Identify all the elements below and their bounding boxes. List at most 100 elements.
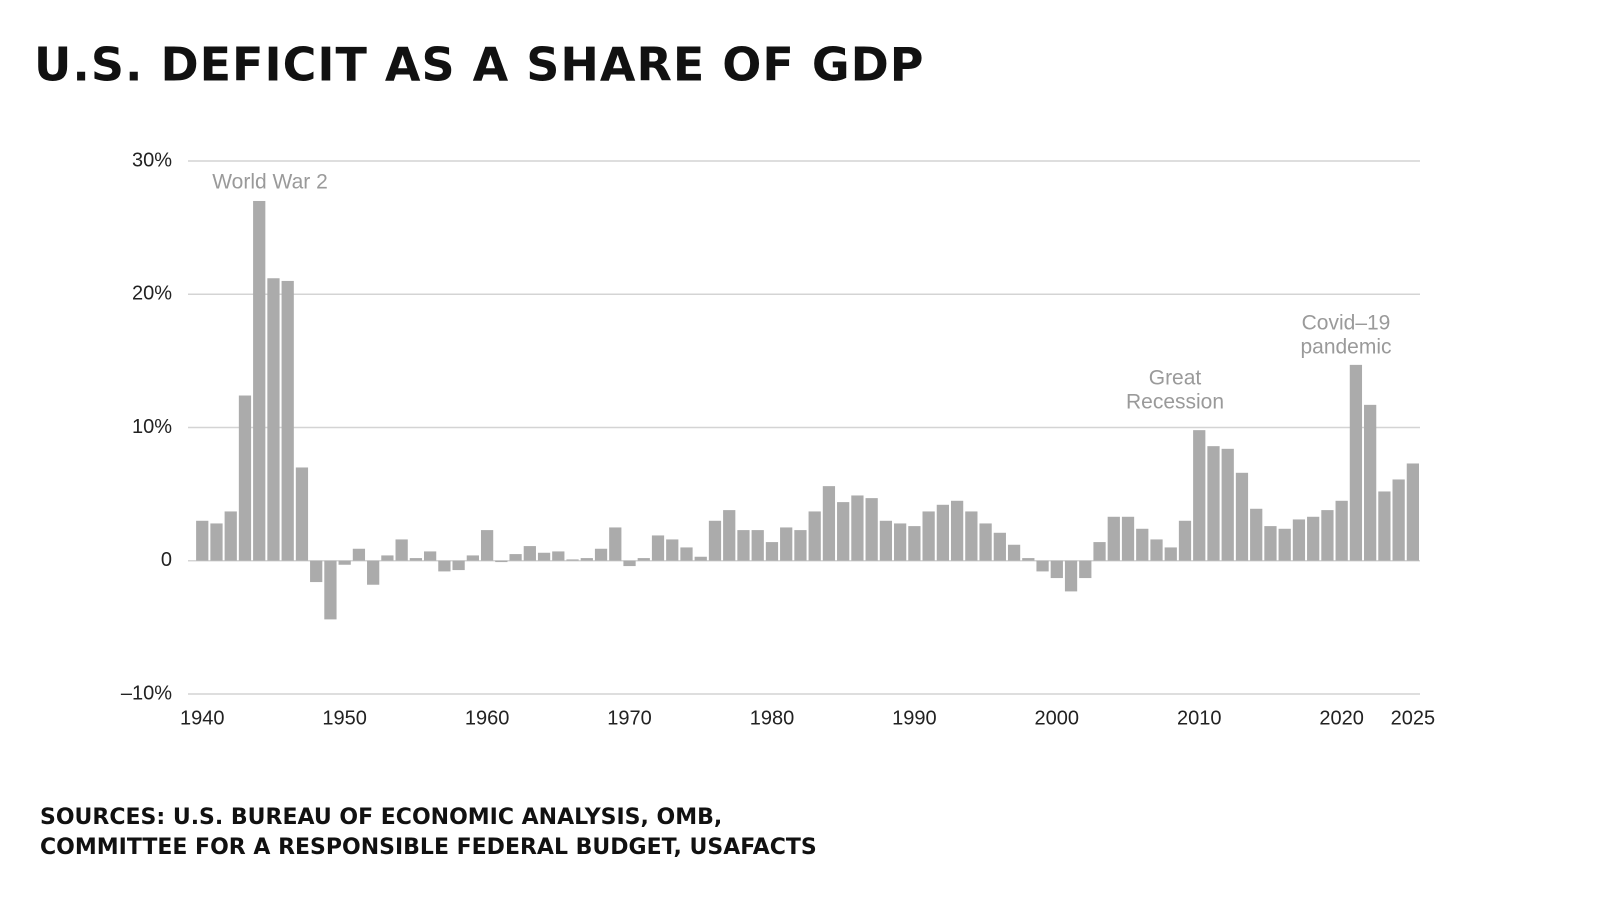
bar — [1207, 446, 1220, 561]
bar — [965, 511, 978, 561]
bar — [922, 511, 935, 561]
x-tick-label: 1960 — [465, 707, 510, 729]
bar — [666, 539, 679, 561]
bar — [609, 527, 622, 561]
bar — [723, 510, 736, 561]
bar — [780, 527, 793, 561]
bar — [381, 555, 394, 561]
bar — [196, 520, 209, 561]
bar — [1136, 528, 1149, 561]
bar — [509, 554, 522, 561]
bar — [1321, 510, 1334, 561]
bar — [1235, 472, 1249, 561]
bar — [466, 555, 479, 561]
annotation: Great — [1149, 367, 1202, 390]
bar — [1007, 544, 1021, 561]
bar — [1150, 539, 1163, 561]
x-tick-label: 1980 — [750, 707, 795, 729]
bar — [1164, 547, 1177, 561]
bar — [694, 556, 707, 561]
bar — [851, 495, 864, 561]
bar — [950, 500, 964, 561]
bar — [979, 523, 992, 561]
bar — [580, 558, 593, 561]
bar — [1307, 516, 1320, 561]
bar — [395, 539, 408, 561]
bar — [566, 559, 579, 561]
bar — [879, 520, 893, 561]
bar — [267, 278, 280, 561]
bar — [281, 280, 294, 561]
bar — [1121, 516, 1135, 561]
annotation: Recession — [1126, 391, 1224, 414]
bar — [352, 548, 366, 561]
x-tick-label: 1940 — [180, 707, 225, 729]
annotation: Covid–19 — [1302, 312, 1391, 335]
bar — [751, 530, 764, 561]
bar — [637, 558, 650, 561]
bar — [1193, 430, 1206, 561]
bar — [480, 530, 494, 561]
bar — [1221, 448, 1234, 561]
x-tick-label: 2020 — [1319, 707, 1364, 729]
bar — [523, 546, 536, 561]
bar — [1250, 508, 1263, 561]
bar — [324, 560, 337, 620]
bar — [1107, 516, 1120, 561]
bar — [1406, 463, 1420, 561]
bar — [452, 560, 465, 571]
bar — [680, 547, 693, 561]
x-tick-label: 1990 — [892, 707, 937, 729]
bar — [1178, 520, 1192, 561]
x-tick-label: 2000 — [1035, 707, 1080, 729]
bar — [794, 530, 807, 561]
y-tick-label: 20% — [132, 283, 172, 305]
y-tick-label: 0 — [161, 549, 172, 571]
bar — [424, 551, 437, 561]
bar — [894, 523, 907, 561]
bar — [238, 395, 252, 561]
bar — [594, 548, 608, 561]
bar — [1378, 491, 1391, 561]
y-tick-label: 30% — [132, 149, 172, 171]
y-tick-label: –10% — [121, 682, 172, 704]
bar — [1392, 479, 1405, 561]
bar — [651, 535, 665, 561]
x-tick-label: 2025 — [1391, 707, 1436, 729]
bar — [1093, 542, 1106, 561]
bar — [1064, 560, 1078, 592]
bar — [1364, 404, 1377, 561]
annotation: pandemic — [1300, 336, 1391, 359]
bar — [1349, 364, 1363, 561]
bar — [837, 502, 850, 561]
bar — [1292, 519, 1306, 561]
bar — [253, 200, 266, 561]
bar — [822, 486, 836, 561]
bar — [338, 560, 351, 565]
bar — [1050, 560, 1063, 579]
bar — [1036, 560, 1049, 572]
bar — [993, 532, 1006, 561]
x-tick-label: 1950 — [322, 707, 367, 729]
bar — [623, 560, 636, 567]
bar — [865, 498, 878, 561]
bar — [409, 558, 423, 561]
bar — [295, 467, 309, 561]
chart-title: U.S. DEFICIT AS A SHARE OF GDP — [34, 38, 925, 92]
bar — [737, 530, 750, 561]
bar — [936, 504, 949, 561]
bar — [1079, 560, 1092, 579]
bar — [1335, 500, 1348, 561]
bar — [552, 551, 565, 561]
bar — [1278, 528, 1291, 561]
bar — [908, 526, 921, 561]
y-tick-label: 10% — [132, 416, 172, 438]
bar — [1264, 526, 1277, 561]
x-tick-label: 1970 — [607, 707, 652, 729]
bar — [708, 520, 722, 561]
bar — [495, 560, 508, 563]
bar — [224, 511, 237, 561]
source-line: SOURCES: U.S. BUREAU OF ECONOMIC ANALYSI… — [40, 805, 722, 830]
bar — [537, 552, 551, 561]
